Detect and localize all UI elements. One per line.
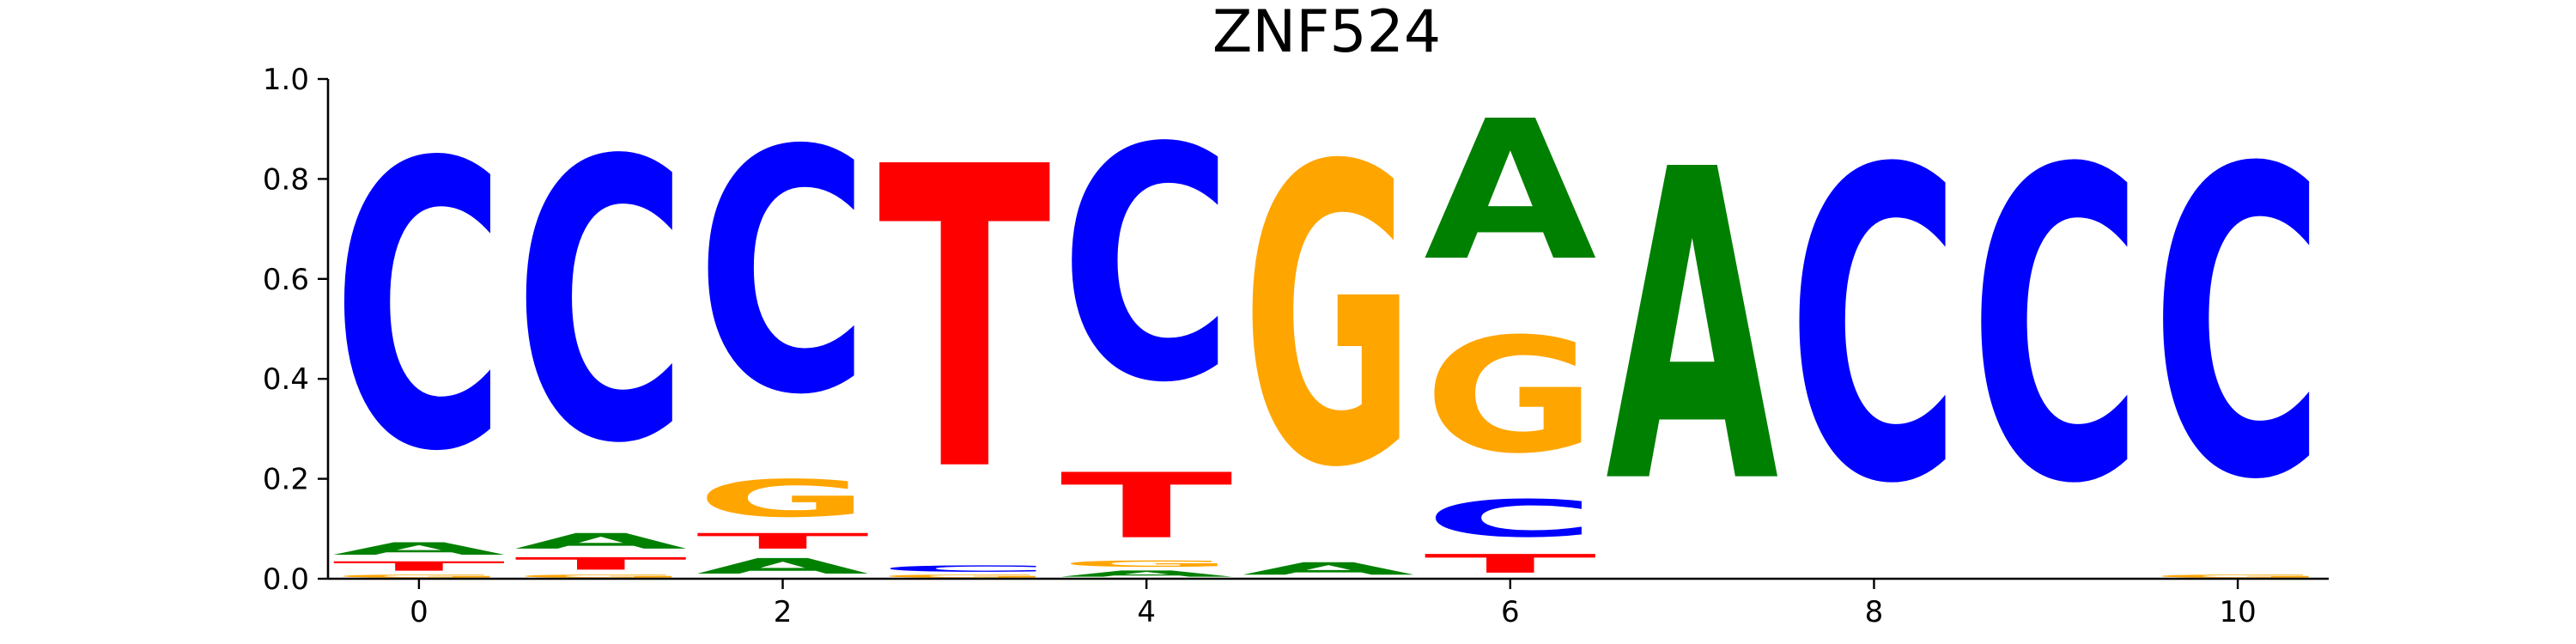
logo-letter-T-pos-6: T xyxy=(1424,549,1596,579)
x-tick-label-10: 10 xyxy=(2219,595,2256,629)
logo-letter-C-pos-9: C xyxy=(1970,80,2142,578)
logo-letter-T-pos-2: T xyxy=(696,529,869,554)
logo-letter-A-pos-1: A xyxy=(514,529,687,554)
logo-letter-G-pos-6: G xyxy=(1424,305,1596,489)
logo-letter-C-pos-3: C xyxy=(878,564,1051,574)
chart-title: ZNF524 xyxy=(1212,0,1441,66)
logo-letter-A-pos-7: A xyxy=(1606,80,1780,577)
logo-letter-G-pos-3: G xyxy=(878,574,1051,579)
logo-letter-C-pos-0: C xyxy=(332,80,505,538)
logo-letter-C-pos-8: C xyxy=(1788,80,1960,578)
logo-letter-C-pos-10: C xyxy=(2151,80,2324,572)
logo-letter-A-pos-2: A xyxy=(696,554,869,579)
logo-letter-A-pos-6: A xyxy=(1424,80,1596,303)
x-tick-label-4: 4 xyxy=(1137,595,1156,629)
x-tick-label-8: 8 xyxy=(1865,595,1884,629)
logo-letter-C-pos-2: C xyxy=(696,81,869,469)
y-tick-label-0.2: 0.2 xyxy=(263,463,309,497)
y-tick-label-1: 1.0 xyxy=(263,63,309,97)
axes: 0.0 0.2 0.4 0.6 0.8 1.0 0 2 4 6 8 10 xyxy=(263,63,2329,629)
logo-letter-G-pos-0: G xyxy=(332,574,505,579)
logo-letter-T-pos-0: T xyxy=(332,559,505,574)
logo-letter-A-pos-4: A xyxy=(1060,568,1233,579)
logo-letter-C-pos-1: C xyxy=(514,79,687,527)
y-tick-label-0.8: 0.8 xyxy=(263,162,309,197)
x-tick-label-0: 0 xyxy=(410,595,428,629)
logo-letter-G-pos-2: G xyxy=(696,469,869,529)
logo-letter-G-pos-10: G xyxy=(2151,574,2324,579)
x-tick-label-2: 2 xyxy=(774,595,793,629)
x-tick-label-6: 6 xyxy=(1501,595,1520,629)
logo-letter-G-pos-4: G xyxy=(1060,559,1233,569)
y-tick-label-0.4: 0.4 xyxy=(263,362,309,397)
y-tick-label-0: 0.0 xyxy=(263,562,309,597)
y-tick-label-0.6: 0.6 xyxy=(263,263,309,297)
logo-letter-G-pos-1: G xyxy=(514,574,687,579)
logo-letter-T-pos-1: T xyxy=(514,554,687,574)
logo-letter-C-pos-4: C xyxy=(1060,81,1233,453)
logo-letter-A-pos-0: A xyxy=(332,539,505,559)
logo-letter-A-pos-5: A xyxy=(1242,559,1414,579)
logo-letter-T-pos-3: T xyxy=(878,81,1053,562)
logo-letter-T-pos-4: T xyxy=(1060,454,1233,558)
logo-letter-C-pos-6: C xyxy=(1424,489,1596,548)
logo-letter-G-pos-5: G xyxy=(1242,80,1414,557)
